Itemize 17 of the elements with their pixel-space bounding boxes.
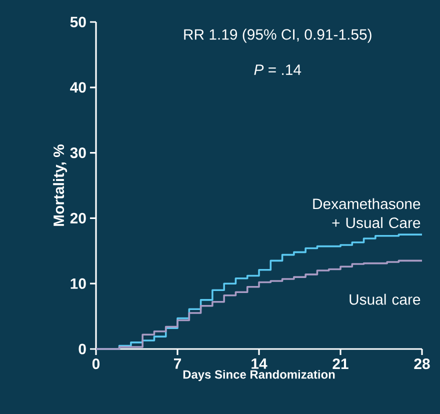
series-label: Dexamethasone + Usual Care [313, 198, 420, 228]
y-tick-label: 40 [70, 82, 86, 93]
x-tick-label: 14 [252, 358, 268, 369]
x-tick-label: 28 [414, 358, 430, 370]
x-axis-title: Days Since Randomization [183, 370, 335, 382]
x-tick-label: 7 [174, 358, 182, 369]
y-tick-label: 0 [78, 344, 86, 354]
y-tick-label: 30 [70, 147, 86, 158]
x-tick-label: 0 [92, 358, 100, 370]
y-tick-label: 20 [70, 212, 86, 224]
y-axis-title: Mortality, % [53, 144, 68, 226]
y-tick-label: 10 [70, 278, 86, 289]
annotation: RR 1.19 (95% CI, 0.91-1.55) [184, 28, 372, 43]
annotation: P = .14 [254, 64, 302, 75]
y-tick-label: 50 [70, 16, 86, 28]
x-tick-label: 21 [332, 358, 348, 369]
series-label: Usual care [350, 294, 420, 305]
